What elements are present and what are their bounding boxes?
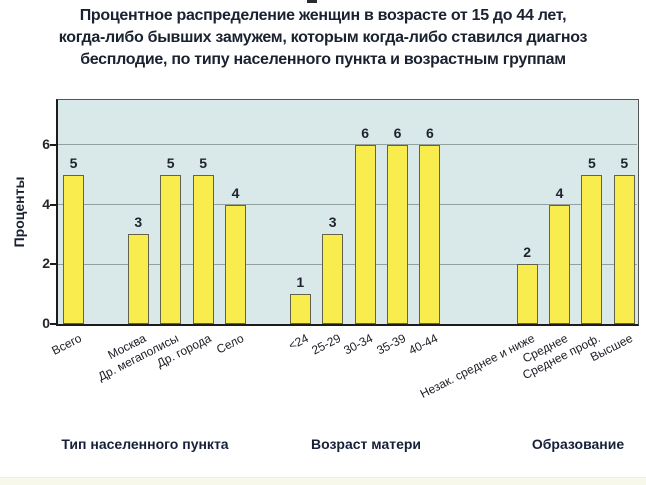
bar: [127, 234, 149, 324]
gridline: [58, 204, 637, 206]
bar: [516, 264, 538, 324]
bar: [322, 234, 344, 324]
y-tick-label: 4: [42, 195, 50, 212]
bar-value-label: 5: [620, 154, 629, 171]
y-tick-label: 0: [42, 315, 50, 331]
bar: [225, 204, 246, 324]
y-tick-label: 2: [42, 255, 50, 272]
bar-value-label: 2: [523, 244, 531, 261]
bar-value-label: 6: [425, 124, 434, 141]
bar: [581, 174, 603, 324]
x-group-label: Образование: [531, 436, 625, 452]
x-tick-label-text: Всего: [49, 331, 84, 358]
y-tick-mark: [50, 143, 58, 146]
bar-value-label: 1: [296, 274, 305, 291]
bar: [63, 174, 84, 324]
bar: [160, 174, 182, 324]
bar-value-label: 4: [555, 184, 564, 201]
bar-value-label: 5: [69, 154, 78, 171]
chart-title: Процентное распределение женщин в возрас…: [0, 5, 646, 71]
bar: [289, 294, 311, 324]
bar: [613, 174, 635, 324]
y-tick-mark: [50, 323, 58, 325]
y-tick-label: 6: [42, 135, 50, 152]
bar-value-label: 6: [393, 124, 402, 141]
chart-title-line-1: Процентное распределение женщин в возрас…: [79, 7, 567, 24]
chart-title-line-3: бесплодие, по типу населенного пункта и …: [80, 51, 566, 68]
bar: [549, 204, 570, 324]
x-tick-label-text: 30-34: [341, 331, 376, 358]
x-tick-label-text: <24: [286, 331, 311, 353]
x-tick-label-text: 25-29: [309, 331, 344, 358]
y-tick-mark: [50, 263, 58, 266]
bar-value-label: 4: [231, 184, 240, 201]
bar-value-label: 5: [587, 154, 596, 171]
x-group-label: Тип населенного пункта: [61, 436, 229, 452]
bar: [354, 144, 376, 324]
y-axis-title-text: Проценты: [11, 176, 27, 248]
gridline: [58, 144, 637, 146]
bar-value-label: 5: [199, 154, 207, 171]
bar: [387, 144, 408, 324]
x-tick-label-text: 35-39: [374, 331, 408, 358]
plot-area: [56, 99, 639, 326]
x-tick-label-text: Село: [213, 331, 246, 357]
bar-value-label: 3: [134, 214, 143, 231]
bar-value-label: 6: [361, 124, 369, 141]
y-tick-mark: [50, 203, 58, 206]
bar: [192, 174, 214, 324]
x-group-label: Возраст матери: [310, 436, 422, 452]
top-edge-artifact: [307, 0, 317, 3]
bar: [419, 144, 441, 324]
bar-value-label: 5: [166, 154, 175, 171]
x-tick-label-text: 40-44: [406, 331, 441, 358]
chart-title-line-2: когда-либо бывших замужем, которым когда…: [58, 29, 588, 46]
bar-value-label: 3: [328, 214, 337, 231]
bottom-strip: [0, 477, 646, 485]
gridline: [58, 263, 637, 265]
